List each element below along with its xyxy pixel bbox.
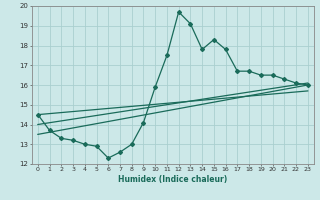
X-axis label: Humidex (Indice chaleur): Humidex (Indice chaleur) — [118, 175, 228, 184]
